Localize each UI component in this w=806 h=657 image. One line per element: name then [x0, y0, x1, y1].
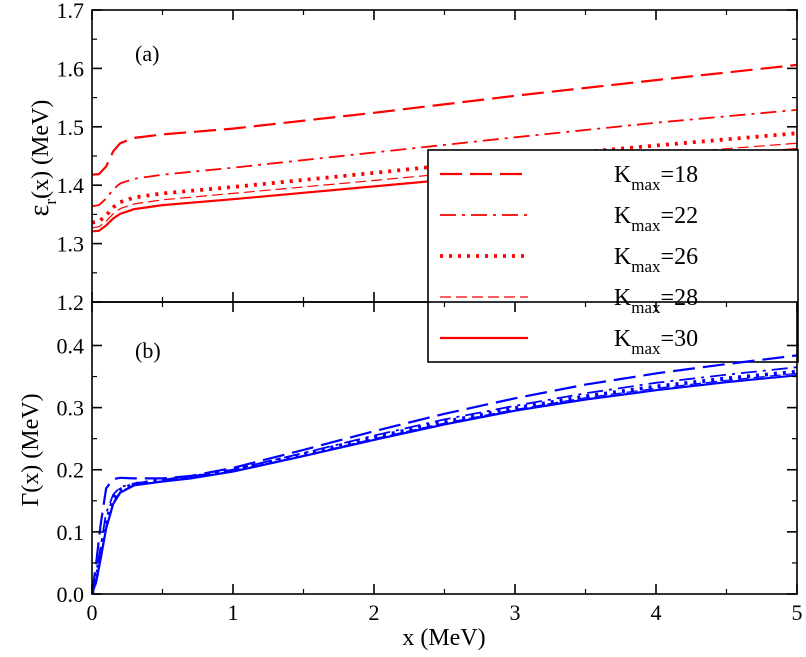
series-group-b: [92, 354, 797, 594]
legend-label: Kmax=30: [614, 326, 698, 358]
legend-label: Kmax=22: [614, 203, 698, 235]
panel-label-b: (b): [135, 338, 161, 363]
panel-a: 1.21.31.41.51.61.7 (a) εr(x) (MeV) Kmax=…: [24, 0, 799, 363]
y-axis-label-a-main: ε: [24, 205, 55, 217]
legend-label-sub: max: [631, 339, 661, 358]
legend-label-value: =18: [661, 162, 699, 188]
legend-label-value: =26: [661, 244, 699, 270]
series-line-b-long-dash: [92, 354, 797, 594]
x-tick-label: 1: [228, 600, 239, 625]
series-line-b-solid: [92, 374, 797, 594]
x-tick-label: 2: [369, 600, 380, 625]
y-tick-label-b: 0.3: [57, 396, 85, 421]
panel-b: 0.0 0.1 0.2 0.3 0.4 0 1 2 3 4 5 (b) Γ(x) (MeV) x …: [18, 301, 803, 651]
y-tick-label-a: 1.3: [57, 232, 85, 257]
y-axis-label-b: Γ(x) (MeV): [18, 393, 44, 506]
legend-label-value: =30: [661, 326, 699, 352]
legend-label-sub: max: [631, 175, 661, 194]
legend-label-sub: max: [631, 216, 661, 235]
legend-box: [427, 149, 799, 363]
legend-label-value: =22: [661, 203, 699, 229]
legend-label-main: K: [614, 203, 632, 229]
legend-label-main: K: [614, 326, 632, 352]
y-tick-label-a: 1.2: [57, 290, 85, 315]
y-tick-label-a: 1.4: [57, 173, 85, 198]
series-line-b-thin-dash: [92, 372, 797, 594]
legend-label-sub: max: [631, 257, 661, 276]
series-line-a-long-dash: [92, 63, 797, 176]
y-tick-label-b: 0.0: [57, 582, 85, 607]
x-axis-label: x (MeV): [402, 625, 485, 651]
y-axis-label-a: εr(x) (MeV): [24, 100, 60, 217]
y-tick-label-b: 0.4: [57, 333, 85, 358]
legend-label-main: K: [614, 285, 632, 311]
plot-frame-b: [91, 301, 798, 595]
series-line-a-dash-dot: [92, 109, 797, 208]
series-line-a-dotted: [92, 131, 797, 225]
y-axis-label-a-rest: (x) (MeV): [28, 100, 54, 199]
y-tick-label-b: 0.2: [57, 458, 85, 483]
x-tick-label: 5: [792, 600, 803, 625]
series-line-b-dotted: [92, 369, 797, 594]
y-axis-label-a-sub: r: [41, 199, 60, 205]
series-line-b-dash-dot: [92, 366, 797, 594]
y-tick-label-a: 1.7: [57, 0, 85, 23]
legend-label: Kmax=18: [614, 162, 698, 194]
panel-label-a: (a): [135, 41, 159, 66]
legend-label-main: K: [614, 162, 632, 188]
legend-label: Kmax=26: [614, 244, 698, 276]
x-tick-label: 4: [651, 600, 662, 625]
x-tick-label: 3: [510, 600, 521, 625]
x-tick-label: 0: [87, 600, 98, 625]
y-tick-label-a: 1.6: [57, 56, 85, 81]
y-ticks-b: 0.0 0.1 0.2 0.3 0.4: [57, 333, 797, 607]
legend-label-main: K: [614, 244, 632, 270]
legend-label-value: =28: [661, 285, 699, 311]
y-tick-label-a: 1.5: [57, 115, 85, 140]
y-tick-label-b: 0.1: [57, 520, 85, 545]
